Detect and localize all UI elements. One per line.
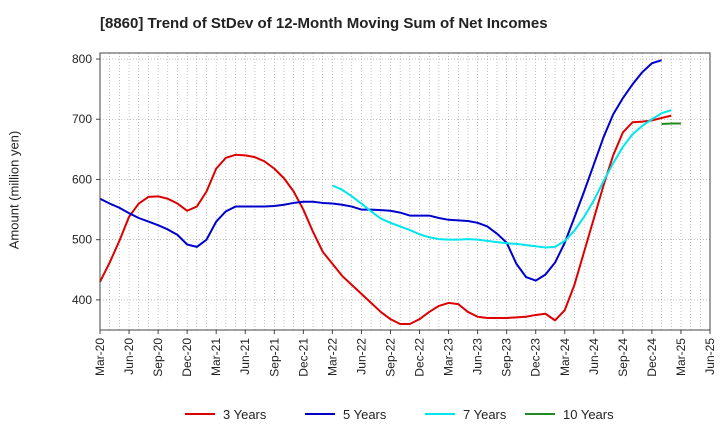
x-tick-label: Mar-24 — [558, 338, 572, 376]
x-tick-label: Dec-24 — [645, 338, 659, 377]
legend: 3 Years 5 Years 7 Years 10 Years — [185, 407, 614, 422]
x-tick-label: Jun-21 — [238, 338, 252, 375]
x-tick-label: Sep-24 — [616, 338, 630, 377]
y-tick-label: 700 — [72, 112, 92, 126]
legend-label: 5 Years — [343, 407, 387, 422]
series-lines — [99, 59, 681, 325]
series-line-10-years — [661, 122, 681, 126]
series-line-7-years — [331, 109, 672, 249]
y-axis-ticks: 400 500 600 700 800 — [72, 52, 100, 307]
gridlines — [100, 53, 710, 330]
x-tick-label: Mar-21 — [209, 338, 223, 376]
plot-area-frame — [99, 52, 711, 331]
x-tick-label: Mar-20 — [93, 338, 107, 376]
x-tick-label: Sep-23 — [500, 338, 514, 377]
x-tick-label: Jun-24 — [587, 338, 601, 375]
series-line-5-years — [99, 59, 662, 282]
x-tick-label: Sep-22 — [383, 338, 397, 377]
legend-label: 10 Years — [563, 407, 614, 422]
y-tick-label: 400 — [72, 293, 92, 307]
x-tick-label: Jun-22 — [354, 338, 368, 375]
y-tick-label: 800 — [72, 52, 92, 66]
y-tick-label: 500 — [72, 233, 92, 247]
y-tick-label: 600 — [72, 172, 92, 186]
x-tick-label: Mar-23 — [442, 338, 456, 376]
x-axis-ticks: Mar-20 Jun-20 Sep-20 Dec-20 Mar-21 Jun-21 Sep-… — [93, 330, 717, 377]
x-tick-label: Mar-25 — [674, 338, 688, 376]
x-tick-label: Jun-25 — [703, 338, 717, 375]
chart-title: [8860] Trend of StDev of 12-Month Moving… — [100, 15, 548, 32]
x-tick-label: Dec-21 — [296, 338, 310, 377]
legend-label: 7 Years — [463, 407, 507, 422]
x-tick-label: Dec-23 — [529, 338, 543, 377]
x-tick-label: Jun-20 — [122, 338, 136, 375]
x-tick-label: Dec-22 — [413, 338, 427, 377]
series-line-3-years — [99, 114, 672, 325]
x-tick-label: Sep-20 — [151, 338, 165, 377]
x-tick-label: Dec-20 — [180, 338, 194, 377]
x-tick-label: Sep-21 — [267, 338, 281, 377]
x-tick-label: Jun-23 — [471, 338, 485, 375]
x-tick-label: Mar-22 — [325, 338, 339, 376]
legend-label: 3 Years — [223, 407, 267, 422]
